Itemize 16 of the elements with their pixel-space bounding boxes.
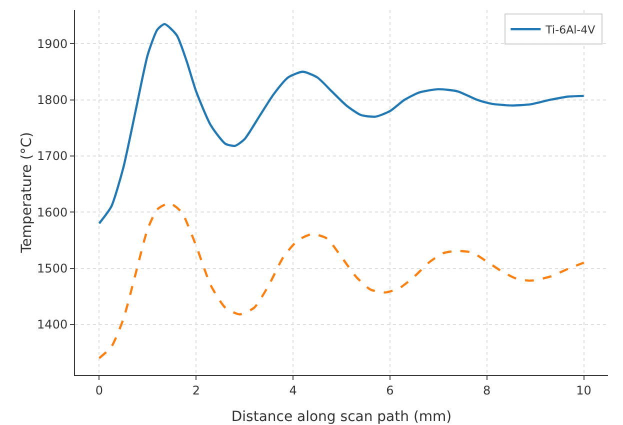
x-tick-label: 6 (386, 383, 394, 398)
y-tick-label: 1800 (37, 93, 68, 108)
y-axis-title: Temperature (°C) (19, 132, 36, 254)
y-tick-label: 1600 (37, 205, 68, 220)
y-tick-label: 1500 (37, 262, 68, 276)
legend-label: Ti-6Al-4V (544, 23, 596, 36)
x-axis-title: Distance along scan path (mm) (231, 409, 452, 425)
x-tick-label: 2 (192, 383, 200, 398)
y-tick-label: 1400 (37, 318, 68, 332)
x-tick-label: 0 (95, 383, 104, 398)
y-tick-label: 1700 (37, 149, 68, 164)
x-tick-label: 10 (576, 383, 592, 398)
x-tick-label: 8 (483, 383, 491, 398)
y-tick-label: 1900 (37, 36, 68, 51)
line-series (98, 202, 585, 360)
x-tick-label: 4 (289, 383, 297, 398)
